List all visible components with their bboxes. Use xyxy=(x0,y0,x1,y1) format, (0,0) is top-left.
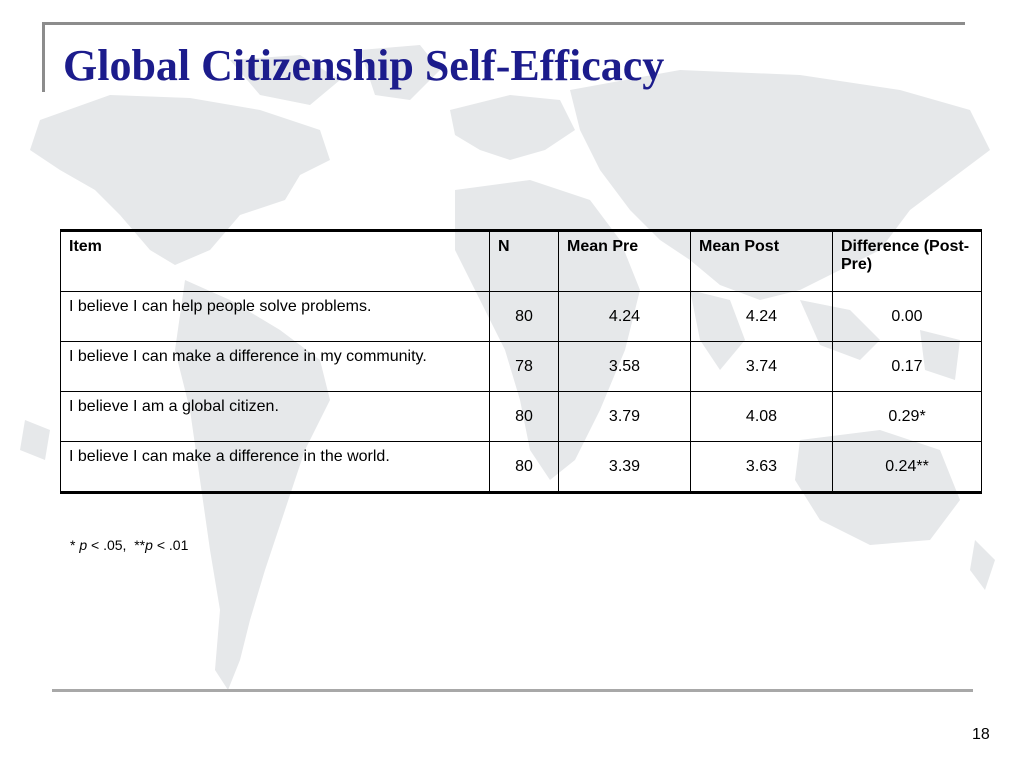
table-row: I believe I can make a difference in the… xyxy=(60,441,982,493)
header-item: Item xyxy=(60,230,490,292)
footnote-p-1: p xyxy=(79,537,88,553)
cell-difference: 0.29* xyxy=(832,391,982,442)
cell-mean-post: 4.24 xyxy=(690,291,833,342)
cell-difference: 0.17 xyxy=(832,341,982,392)
table-row: I believe I can make a difference in my … xyxy=(60,341,982,392)
cell-n: 80 xyxy=(489,441,559,493)
table-header-row: Item N Mean Pre Mean Post Difference (Po… xyxy=(60,230,982,292)
cell-n: 80 xyxy=(489,291,559,342)
cell-item: I believe I can help people solve proble… xyxy=(60,291,490,342)
cell-mean-post: 3.63 xyxy=(690,441,833,493)
cell-mean-pre: 3.58 xyxy=(558,341,691,392)
header-n: N xyxy=(489,230,559,292)
cell-mean-pre: 4.24 xyxy=(558,291,691,342)
header-difference: Difference (Post-Pre) xyxy=(832,230,982,292)
footnote-star-2: ** xyxy=(134,537,146,553)
cell-difference: 0.00 xyxy=(832,291,982,342)
footnote-star-1: * xyxy=(70,537,80,553)
table-row: I believe I can help people solve proble… xyxy=(60,291,982,342)
significance-footnote: * p < .05, **p < .01 xyxy=(70,537,188,553)
cell-n: 80 xyxy=(489,391,559,442)
cell-mean-post: 3.74 xyxy=(690,341,833,392)
top-rule xyxy=(42,22,965,25)
cell-n: 78 xyxy=(489,341,559,392)
page-number: 18 xyxy=(972,726,990,743)
table-row: I believe I am a global citizen. 80 3.79… xyxy=(60,391,982,442)
header-mean-post: Mean Post xyxy=(690,230,833,292)
footnote-threshold-1: < .05, xyxy=(87,537,135,553)
cell-mean-pre: 3.79 xyxy=(558,391,691,442)
cell-item: I believe I am a global citizen. xyxy=(60,391,490,442)
footnote-threshold-2: < .01 xyxy=(152,537,189,553)
cell-difference: 0.24** xyxy=(832,441,982,493)
slide-title: Global Citizenship Self-Efficacy xyxy=(63,41,665,90)
left-rule xyxy=(42,22,45,92)
cell-item: I believe I can make a difference in the… xyxy=(60,441,490,493)
header-mean-pre: Mean Pre xyxy=(558,230,691,292)
cell-mean-post: 4.08 xyxy=(690,391,833,442)
footnote-p-2: p xyxy=(145,537,153,553)
cell-item: I believe I can make a difference in my … xyxy=(60,341,490,392)
cell-mean-pre: 3.39 xyxy=(558,441,691,493)
bottom-rule xyxy=(52,689,973,692)
results-table: Item N Mean Pre Mean Post Difference (Po… xyxy=(60,229,982,494)
